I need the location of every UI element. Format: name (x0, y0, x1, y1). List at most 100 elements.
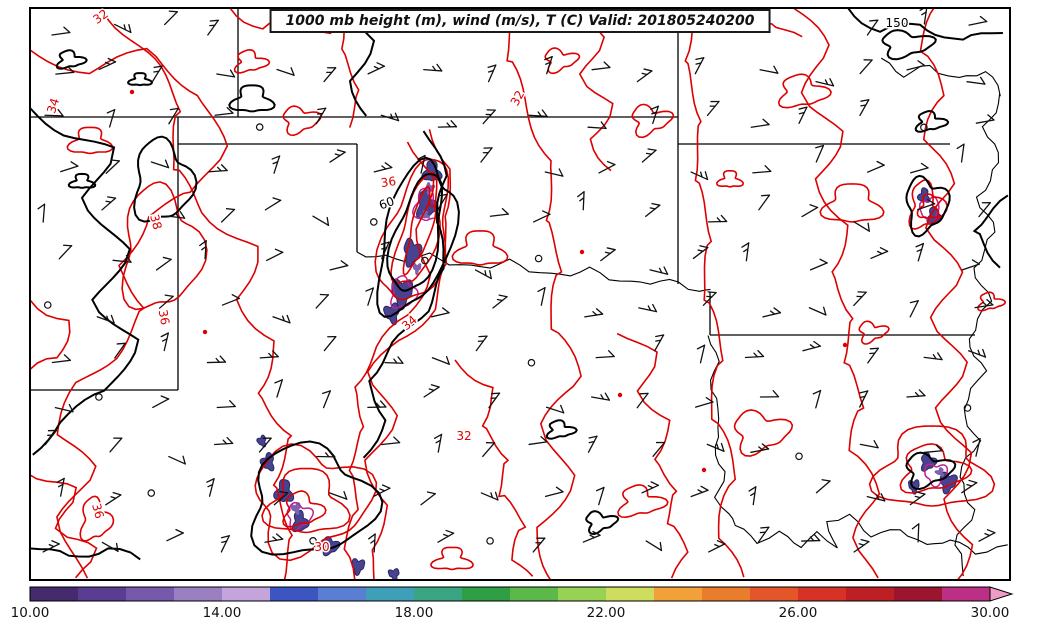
wind-barb-feather (365, 287, 374, 292)
wind-barb-feather (220, 164, 228, 172)
wind-barb-feather (397, 356, 404, 364)
wind-barb-feather (394, 112, 400, 122)
wind-barb-feather (112, 491, 122, 496)
wind-barb-shaft (758, 194, 771, 211)
wind-barb-feather (588, 435, 598, 439)
wind-barb-shaft (859, 390, 869, 408)
wind-barb-shaft (582, 191, 585, 211)
wind-barb-feather (651, 111, 658, 115)
wind-barb-shaft (961, 482, 978, 494)
wind-barb-shaft (867, 347, 879, 364)
colorbar-segment (750, 587, 799, 601)
wind-barb-feather (822, 306, 827, 316)
wind-barb-feather (720, 442, 725, 452)
wind-barb-feather (600, 121, 607, 130)
wind-barb-feather (607, 350, 615, 358)
wind-barb-feather (760, 194, 771, 197)
temperature-contour-closed (733, 409, 794, 457)
wind-barb-feather (279, 490, 289, 494)
calm-wind-circle (534, 254, 543, 263)
wind-barb-feather (220, 535, 230, 539)
wind-barb-shaft (272, 316, 291, 324)
wind-barb-shaft (546, 55, 553, 75)
wind-barb-feather (275, 533, 284, 540)
height-contour-closed (386, 172, 444, 292)
wind-barb-shaft (859, 443, 879, 449)
wind-barb-feather (753, 352, 759, 358)
wind-barb-feather (798, 111, 805, 115)
wind-barb-feather (201, 246, 207, 251)
cold-pocket-core (934, 467, 945, 477)
wind-barb-shaft (917, 523, 920, 543)
wind-barb-shaft (163, 11, 178, 26)
temperature-contour-closed (261, 467, 351, 534)
wind-barb-shaft (532, 537, 546, 553)
wind-barb-feather (859, 390, 869, 394)
wind-barb-feather (484, 270, 487, 277)
wind-barb-feather (643, 68, 653, 72)
wind-barb-feather (336, 149, 346, 153)
wind-barb-shaft (98, 61, 117, 71)
wind-barb-shaft (273, 155, 281, 174)
wind-barb-feather (51, 540, 60, 545)
wind-barb-shaft (750, 448, 770, 453)
wind-barb-shaft (906, 395, 926, 398)
wind-barb-shaft (978, 532, 996, 542)
wind-barb-shaft (258, 437, 272, 453)
wind-barb-feather (748, 486, 757, 492)
colorbar-segment (462, 587, 511, 601)
wind-barb-feather (340, 260, 349, 267)
wind-barb-feather (104, 61, 111, 66)
wind-barb-feather (438, 193, 448, 197)
wind-barb-feather (370, 539, 376, 544)
wind-barb-shaft (801, 539, 821, 542)
calm-wind-circle (795, 452, 803, 461)
wind-barb-shaft (420, 154, 426, 174)
temperature-dot (842, 342, 848, 348)
wind-barb-shaft (967, 350, 987, 358)
wind-barb-shaft (264, 199, 282, 211)
wind-barb-feather (215, 357, 221, 363)
temperature-contour-closed (777, 73, 832, 109)
wind-barb-shaft (809, 262, 828, 271)
wind-barb-shaft (595, 355, 615, 359)
wind-barb-shaft (545, 406, 565, 414)
wind-barb-feather (956, 143, 965, 150)
temperature-contour (684, 9, 745, 578)
wind-barb-shaft (108, 109, 116, 128)
wind-barb-shaft (750, 123, 770, 128)
wind-barb-shaft (652, 441, 666, 457)
wind-barb-feather (588, 440, 595, 444)
wind-barb-feather (541, 109, 548, 118)
colorbar-tick-label: 26.00 (779, 605, 818, 621)
wind-barb-shaft (910, 167, 929, 174)
wind-barb-shaft (923, 450, 943, 454)
wind-barb-feather (106, 315, 110, 322)
wind-barb-feather (446, 122, 452, 128)
wind-barb-feather (110, 159, 120, 162)
temperature-dot (617, 392, 623, 398)
wind-barb-feather (368, 533, 376, 540)
wind-barb-feather (107, 196, 117, 199)
wind-barb-feather (426, 491, 436, 495)
wind-barb-feather (430, 384, 440, 388)
wind-barb-shaft (150, 161, 170, 169)
wind-barb-feather (879, 247, 889, 252)
river-border-line (880, 57, 1001, 97)
wind-barb-feather (750, 492, 756, 497)
wind-barb-feather (716, 443, 720, 450)
wind-barb-shaft (759, 69, 779, 74)
wind-barb-feather (704, 171, 709, 181)
wind-barb-feather (128, 24, 132, 34)
wind-barb-feather (229, 69, 236, 78)
wind-barb-feather (589, 534, 596, 539)
colorbar-segment (846, 587, 895, 601)
wind-barb-feather (63, 26, 71, 34)
wind-barb-shaft (207, 19, 219, 36)
wind-barb-shaft (695, 401, 714, 408)
wind-barb-feather (153, 65, 163, 68)
wind-barb-shaft (437, 532, 455, 543)
contour-label: 34 (44, 96, 62, 115)
wind-barb-shaft (220, 535, 230, 553)
calm-wind-circle (255, 123, 264, 131)
